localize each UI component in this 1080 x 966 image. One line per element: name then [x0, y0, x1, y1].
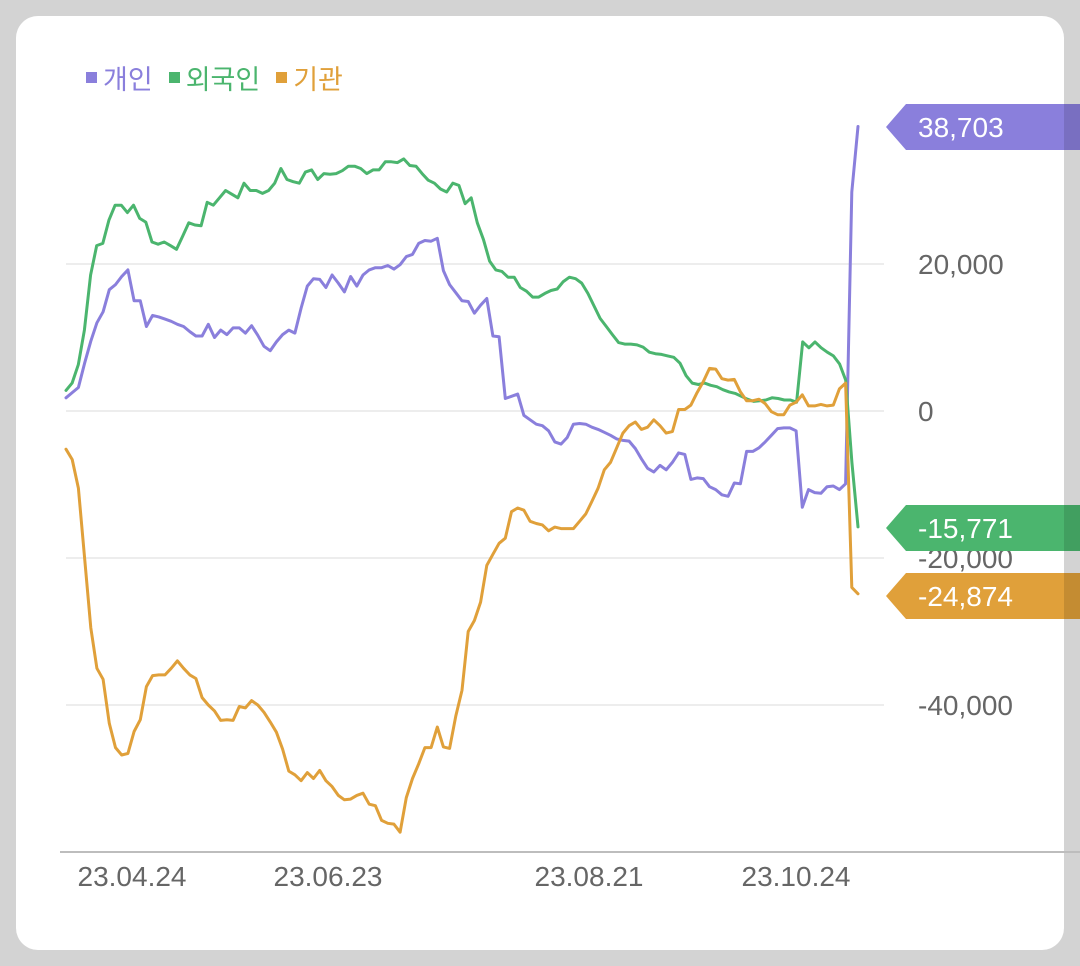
legend-swatch	[168, 72, 180, 83]
legend-label: 기관	[293, 65, 343, 96]
chart-legend: 개인 외국인 기관	[86, 58, 343, 97]
x-tick-label: 23.08.21	[535, 861, 644, 892]
x-tick-label: 23.10.24	[742, 861, 851, 892]
y-tick-label: -40,000	[918, 690, 1013, 721]
last-value-tag-edge	[1064, 104, 1080, 150]
last-value-tag	[886, 104, 1080, 150]
chart-card	[16, 16, 1064, 950]
last-value-label: -24,874	[918, 581, 1013, 612]
last-value-label: 38,703	[918, 112, 1004, 143]
legend-label: 외국인	[185, 65, 261, 96]
last-value-tags: 38,703 -15,771 -24,874	[886, 104, 1080, 619]
x-axis-labels: 23.04.24 23.06.23 23.08.21 23.10.24	[78, 861, 851, 892]
legend-swatch	[86, 72, 97, 83]
y-tick-label: 0	[918, 396, 934, 427]
grid-lines	[60, 263, 1080, 853]
last-value-tag-edge	[1064, 505, 1080, 551]
x-tick-label: 23.06.23	[274, 861, 383, 892]
legend-item: 기관	[276, 58, 343, 97]
last-value-label: -15,771	[918, 513, 1013, 544]
legend-swatch	[276, 72, 288, 83]
x-tick-label: 23.04.24	[78, 861, 187, 892]
series-lines	[64, 125, 860, 834]
legend-item: 개인	[86, 58, 153, 97]
last-value-tag	[886, 573, 1080, 619]
series-line	[64, 125, 860, 509]
legend-label: 개인	[103, 65, 153, 96]
last-value-tag	[886, 505, 1080, 551]
series-line	[64, 157, 860, 529]
series-line	[64, 366, 860, 834]
legend-item: 외국인	[168, 58, 261, 97]
last-value-tag-edge	[1064, 573, 1080, 619]
y-tick-label: 20,000	[918, 249, 1004, 280]
